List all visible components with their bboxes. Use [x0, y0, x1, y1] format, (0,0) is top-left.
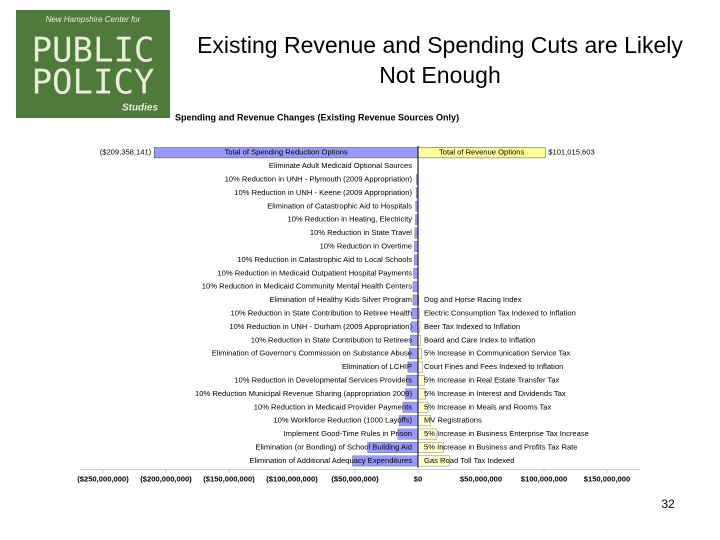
x-tick-label: ($50,000,000)	[331, 475, 379, 484]
category-label: 10% Reduction Municipal Revenue Sharing …	[195, 389, 412, 398]
category-label: 5% Increase in Meals and Rooms Tax	[424, 402, 552, 411]
logo-line: POLICY	[32, 63, 155, 103]
bar	[413, 267, 419, 279]
category-label: Implement Good-Time Rules in Prison	[284, 429, 412, 438]
category-label: 10% Reduction in State Contribution to R…	[230, 309, 412, 318]
category-label: 10% Reduction in Overtime	[320, 242, 412, 251]
bar	[411, 308, 419, 319]
category-label: MV Registrations	[424, 416, 482, 425]
category-label: Elimination of Additional Adequacy Expen…	[249, 456, 412, 465]
bar	[412, 294, 419, 306]
logo-top: New Hampshire Center for	[46, 15, 141, 24]
total-label: Total of Revenue Options	[439, 148, 524, 157]
bar	[417, 348, 422, 360]
category-label: 10% Reduction in Catastrophic Aid to Loc…	[237, 255, 412, 264]
category-label: Elimination of Catastrophic Aid to Hospi…	[267, 201, 412, 210]
category-label: 10% Reduction in Heating, Electricity	[287, 215, 412, 224]
category-label: Dog and Horse Racing Index	[424, 295, 522, 304]
category-label: 5% Increase in Business and Profits Tax …	[424, 443, 578, 452]
category-label: 5% Increase in Business Enterprise Tax I…	[424, 429, 589, 438]
x-tick-label: ($200,000,000)	[140, 475, 192, 484]
category-label: Eliminate Adult Medicaid Optional Source…	[269, 161, 412, 170]
logo-line: PUBLIC	[32, 31, 155, 71]
page-number: 32	[661, 497, 675, 511]
x-tick-label: ($100,000,000)	[266, 475, 318, 484]
category-label: Beer Tax Indexed to Inflation	[424, 322, 520, 331]
category-label: Electric Consumption Tax Indexed to Infl…	[424, 309, 576, 318]
logo-box	[16, 10, 170, 118]
category-label: 10% Reduction in State Contribution to R…	[251, 335, 412, 344]
category-label: 5% Increase in Communication Service Tax	[424, 349, 571, 358]
category-label: 10% Reduction in Medicaid Community Ment…	[202, 282, 412, 291]
total-label: Total of Spending Reduction Options	[224, 148, 347, 157]
value-label: $101,015,603	[548, 148, 594, 157]
category-label: 10% Reduction in UNH - Plymouth (2009 Ap…	[225, 175, 413, 184]
category-label: 10% Workforce Reduction (1000 Layoffs)	[273, 416, 412, 425]
x-tick-label: $50,000,000	[460, 475, 502, 484]
bar	[414, 241, 419, 252]
bar	[414, 254, 419, 266]
chart-title: Spending and Revenue Changes (Existing R…	[175, 112, 459, 122]
category-label: Elimination (or Bonding) of School Build…	[255, 443, 412, 452]
x-tick-label: ($150,000,000)	[203, 475, 255, 484]
x-tick-label: $150,000,000	[584, 475, 630, 484]
x-tick-label: $0	[414, 475, 422, 484]
category-label: 5% Increase in Interest and Dividends Ta…	[424, 389, 566, 398]
category-label: 10% Reduction in UNH - Keene (2009 Appro…	[234, 188, 412, 197]
x-tick-label: ($250,000,000)	[77, 475, 129, 484]
category-label: Court Fines and Fees Indexed to Inflatio…	[424, 362, 563, 371]
title-box: Existing Revenue and Spending Cuts are L…	[197, 32, 683, 88]
category-label: 10% Reduction in Medicaid Provider Payme…	[254, 402, 412, 411]
category-label: Elimination of Governor's Commission on …	[212, 349, 412, 358]
category-label: 10% Reduction in Developmental Services …	[234, 376, 412, 385]
category-label: 5% Increase in Real Estate Transfer Tax	[424, 376, 560, 385]
bar	[412, 281, 419, 293]
category-label: 10% Reduction in UNH - Durham (2009 Appr…	[229, 322, 412, 331]
category-label: 10% Reduction in State Travel	[310, 228, 412, 237]
bar	[417, 361, 423, 373]
category-label: Gas Road Toll Tax Indexed	[424, 456, 514, 465]
bar	[410, 321, 419, 333]
category-label: Elimination of LCHIP	[342, 362, 412, 371]
category-label: Board and Care Index to Inflation	[424, 335, 535, 344]
logo-bottom: Studies	[122, 103, 159, 114]
category-label: Elimination of Healthy Kids Silver Progr…	[269, 295, 412, 304]
slide-title: Existing Revenue and Spending Cuts are L…	[197, 32, 683, 88]
x-tick-label: $100,000,000	[521, 475, 567, 484]
category-label: 10% Reduction in Medicaid Outpatient Hos…	[217, 268, 412, 277]
value-label: ($209,358,141)	[100, 148, 152, 157]
